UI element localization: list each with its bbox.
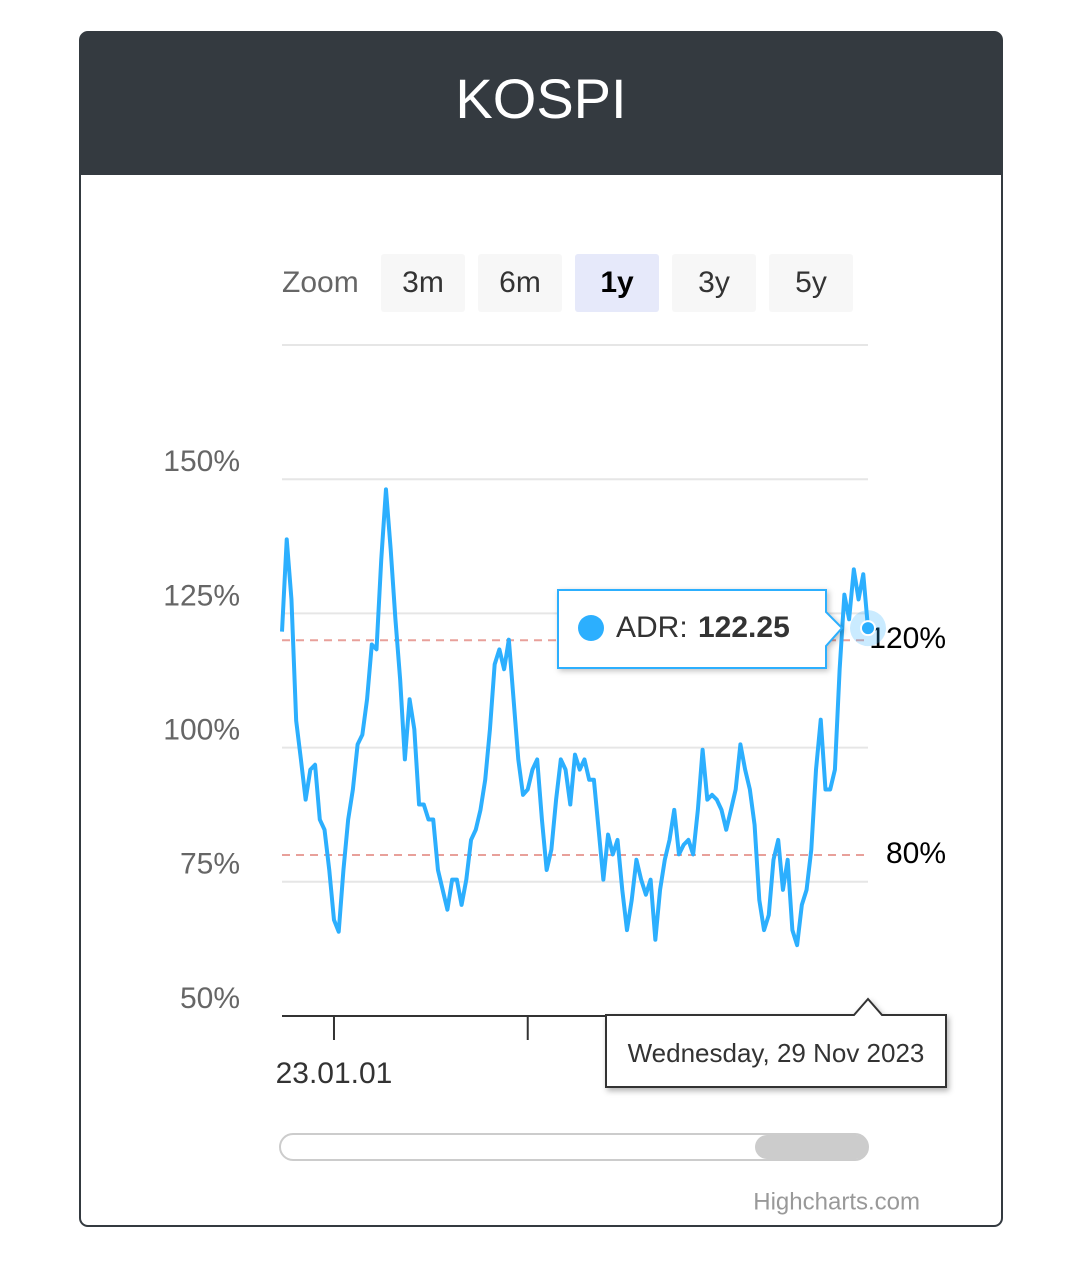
zoom-button[interactable] [769, 254, 853, 312]
navigator-thumb[interactable] [755, 1135, 868, 1159]
zoom-button[interactable] [381, 254, 465, 312]
tooltip-marker [578, 615, 604, 641]
tooltip-label: ADR: [616, 611, 688, 644]
chart-title: KOSPI [455, 67, 626, 130]
date-tooltip-label: Wednesday, 29 Nov 2023 [628, 1038, 925, 1068]
plot-line-label: 80% [886, 837, 946, 870]
y-tick-label: 125% [163, 579, 240, 612]
y-tick-label: 150% [163, 445, 240, 478]
zoom-button-label[interactable]: 5y [795, 266, 827, 299]
zoom-button[interactable] [478, 254, 562, 312]
zoom-button[interactable] [672, 254, 756, 312]
zoom-button-label[interactable]: 1y [600, 266, 634, 299]
zoom-button[interactable] [575, 254, 659, 312]
tooltip-value: 122.25 [698, 611, 790, 644]
y-tick-label: 50% [180, 982, 240, 1015]
tooltip-box [557, 589, 844, 669]
card-header [80, 32, 1002, 175]
y-tick-label: 100% [163, 714, 240, 747]
y-tick-label: 75% [180, 848, 240, 881]
series-line [280, 487, 870, 948]
hover-point [860, 620, 876, 637]
plot-line-label: 120% [869, 622, 946, 655]
zoom-button-label[interactable]: 3m [402, 266, 444, 299]
credits[interactable]: Highcharts.com [753, 1188, 920, 1215]
zoom-button-label[interactable]: 6m [499, 266, 541, 299]
date-tooltip-box [605, 997, 947, 1088]
zoom-label: Zoom [282, 266, 359, 299]
zoom-button-label[interactable]: 3y [698, 266, 730, 299]
x-tick-label: 23.01.01 [276, 1057, 393, 1090]
